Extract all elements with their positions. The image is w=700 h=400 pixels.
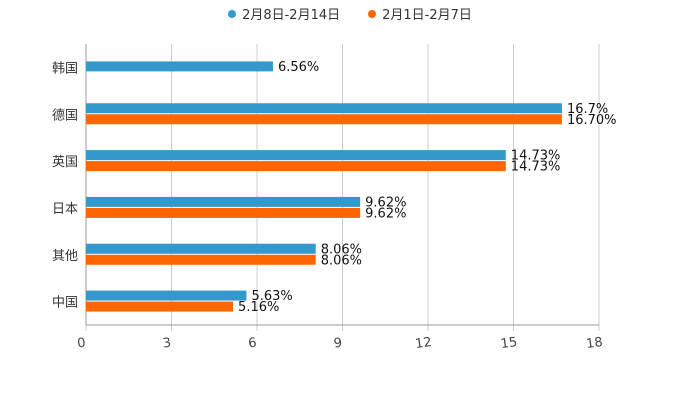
x-tick-label: 18 (585, 335, 603, 352)
bar-data-label: 9.62% (365, 206, 406, 221)
bar-data-label: 8.06% (321, 253, 362, 268)
bar-series-2 (86, 114, 562, 125)
bar-data-label: 8.06% (321, 242, 362, 257)
bar-series-1 (86, 103, 562, 114)
x-tick-label: 12 (414, 335, 432, 352)
legend-marker-series-1 (228, 9, 237, 18)
x-tick-label: 0 (76, 336, 86, 352)
y-category-label: 其他 (52, 249, 78, 264)
bar-series-2 (86, 301, 234, 312)
y-category-label: 英国 (52, 155, 78, 170)
legend-label-series-1: 2月8日-2月14日 (242, 8, 341, 23)
legend-item-series-2[interactable]: 2月1日-2月7日 (368, 4, 472, 23)
legend-item-series-1[interactable]: 2月8日-2月14日 (228, 4, 340, 23)
bar-series-1 (86, 196, 361, 207)
bar-data-label: 16.7% (567, 102, 608, 117)
bar-data-label: 6.56% (278, 60, 319, 75)
legend-label-series-2: 2月1日-2月7日 (382, 8, 472, 23)
legend: 2月8日-2月14日 2月1日-2月7日 (0, 4, 700, 23)
x-tick-label: 3 (162, 336, 172, 352)
bar-series-2 (86, 207, 361, 218)
x-tick-label: 9 (333, 336, 343, 352)
bar-series-2 (86, 161, 506, 172)
y-category-label: 韩国 (52, 61, 78, 76)
x-tick-label: 15 (500, 335, 518, 352)
legend-marker-series-2 (368, 9, 377, 18)
bar-data-label: 5.63% (251, 289, 292, 304)
bar-data-label: 16.70% (567, 113, 617, 128)
bar-series-1 (86, 290, 247, 301)
y-category-label: 中国 (52, 296, 78, 311)
bar-data-label: 5.16% (238, 300, 279, 315)
x-tick-label: 6 (247, 336, 257, 352)
bar-series-2 (86, 254, 316, 265)
bar-data-label: 14.73% (511, 160, 561, 175)
bar-series-1 (86, 150, 506, 161)
bar-series-1 (86, 61, 273, 72)
y-category-label: 德国 (52, 108, 78, 123)
y-category-label: 日本 (52, 202, 78, 217)
bar-series-1 (86, 243, 316, 254)
bar-data-label: 9.62% (365, 195, 406, 210)
bar-data-label: 14.73% (511, 149, 561, 164)
